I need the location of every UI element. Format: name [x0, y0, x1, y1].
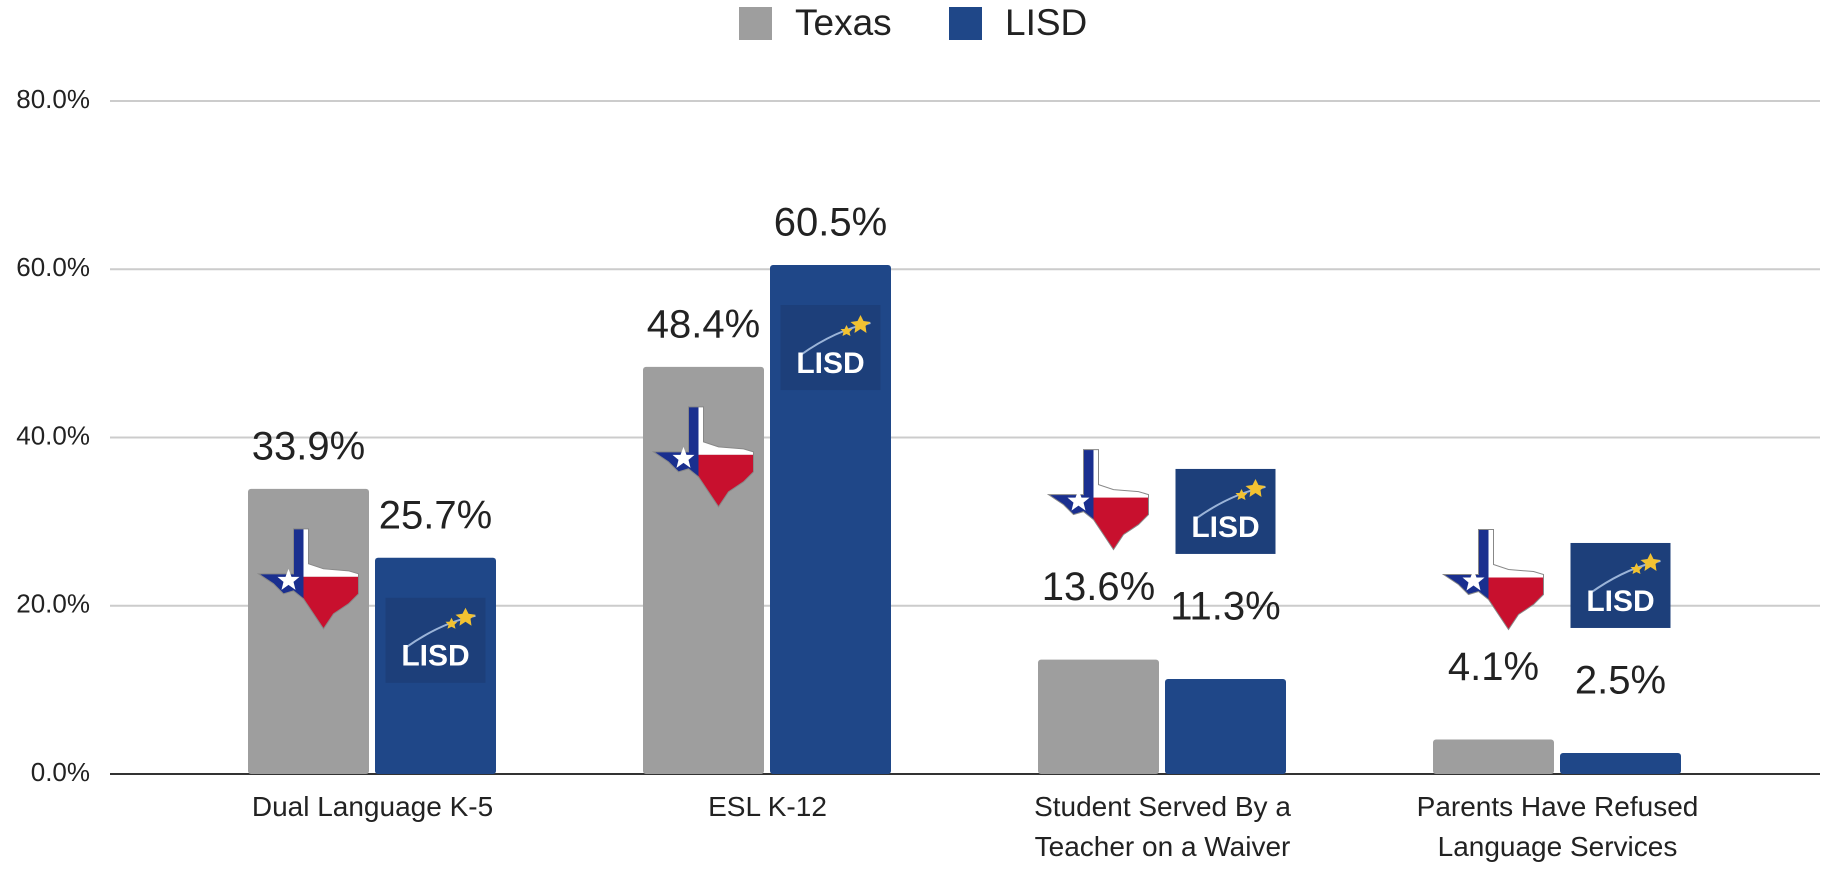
x-tick-label: Student Served By a Teacher on a Waiver [1034, 791, 1291, 862]
logo-star [1245, 478, 1266, 497]
logo-bg [385, 597, 486, 683]
value-label: 2.5% [1575, 659, 1666, 703]
texas-shape [1444, 530, 1544, 630]
logo-text: LISD [796, 347, 864, 380]
y-tick-label: 80.0% [16, 84, 90, 114]
logo-star [1640, 552, 1661, 571]
logo-bg [780, 305, 881, 391]
logo-star [850, 315, 871, 334]
legend-swatch [739, 7, 772, 40]
lisd-logo: LISD [385, 597, 486, 683]
bar [1165, 678, 1286, 774]
texas-icon [1444, 530, 1544, 630]
y-tick-label: 0.0% [31, 757, 90, 787]
y-tick-label: 60.0% [16, 252, 90, 282]
y-tick-label: 20.0% [16, 589, 90, 619]
logo-bg [1570, 542, 1671, 628]
x-tick-label: ESL K-12 [708, 791, 827, 822]
x-tick-label: Dual Language K-5 [251, 791, 494, 822]
logo-star [455, 607, 476, 626]
value-label: 25.7% [379, 493, 492, 537]
value-label: 60.5% [774, 201, 887, 245]
legend-swatch [949, 7, 982, 40]
logo-star [840, 325, 853, 337]
value-label: 33.9% [252, 424, 365, 468]
logo-text: LISD [1191, 511, 1259, 544]
bar [770, 265, 891, 774]
bar [248, 488, 369, 774]
bar [1433, 739, 1554, 774]
logo-bg [1175, 468, 1276, 554]
value-label: 11.3% [1170, 585, 1280, 629]
logo-star [445, 617, 458, 629]
logo-star [1235, 488, 1248, 500]
lisd-logo: LISD [1175, 468, 1276, 554]
value-label: 13.6% [1042, 565, 1155, 609]
x-tick-label: Parents Have Refused Language Services [1416, 791, 1699, 862]
lisd-logo: LISD [1570, 542, 1671, 628]
bar [1038, 659, 1159, 774]
lisd-logo: LISD [780, 305, 881, 391]
logo-star [1630, 562, 1643, 574]
texas-shape [1049, 450, 1149, 550]
bar [1560, 752, 1681, 774]
value-label: 4.1% [1448, 645, 1539, 689]
logo-text: LISD [1586, 585, 1654, 618]
y-tick-label: 40.0% [16, 420, 90, 450]
value-label: 48.4% [647, 302, 760, 346]
legend-label: LISD [1005, 2, 1087, 43]
texas-icon [1049, 450, 1149, 550]
logo-text: LISD [401, 640, 469, 673]
legend-label: Texas [795, 2, 892, 43]
